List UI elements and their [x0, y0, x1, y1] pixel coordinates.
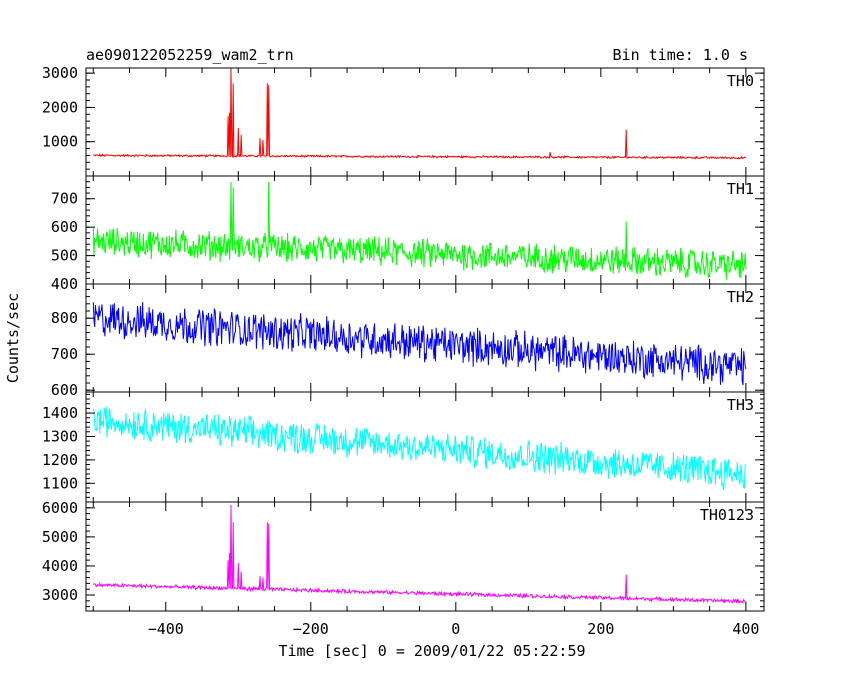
panel-th3: 1100 1200 1300 1400 TH3 — [42, 391, 765, 503]
x-tick-label: 400 — [732, 620, 759, 638]
y-axis-label: Counts/sec — [4, 293, 22, 383]
y-tick-label: 700 — [51, 345, 78, 363]
series-line-th0123 — [92, 504, 747, 604]
series-line-th1 — [92, 181, 747, 280]
y-tick-label: 2000 — [42, 98, 78, 116]
panel-frame — [85, 501, 765, 612]
panel-th0123: 3000 4000 5000 6000 TH0123 — [42, 499, 765, 612]
panel-label: TH0 — [727, 72, 754, 90]
panel-th1: 400 500 600 700 TH1 — [51, 175, 765, 293]
y-tick-label: 1200 — [42, 451, 78, 469]
series-line-th3 — [92, 406, 747, 490]
y-tick-label: 600 — [51, 218, 78, 236]
chart-subtitle: Bin time: 1.0 s — [613, 46, 748, 64]
y-tick-label: 700 — [51, 190, 78, 208]
panel-frame — [85, 67, 765, 177]
y-tick-label: 1300 — [42, 427, 78, 445]
chart-title: ae090122052259_wam2_trn — [86, 46, 294, 64]
y-tick-label: 5000 — [42, 528, 78, 546]
y-tick-label: 1000 — [42, 133, 78, 151]
y-tick-label: 600 — [51, 381, 78, 399]
x-axis-label: Time [sec] 0 = 2009/01/22 05:22:59 — [278, 642, 585, 660]
x-tick-label: 0 — [451, 620, 460, 638]
panel-label: TH2 — [727, 288, 754, 306]
y-tick-label: 800 — [51, 309, 78, 327]
x-tick-label: 200 — [587, 620, 614, 638]
y-tick-label: 400 — [51, 275, 78, 293]
y-tick-label: 1100 — [42, 474, 78, 492]
series-line-th2 — [92, 302, 747, 386]
x-axis: −400 −200 0 200 400 — [148, 620, 760, 638]
y-tick-label: 3000 — [42, 586, 78, 604]
y-tick-label: 500 — [51, 247, 78, 265]
panel-label: TH1 — [727, 180, 754, 198]
panel-label: TH3 — [727, 396, 754, 414]
y-tick-label: 1400 — [42, 404, 78, 422]
x-tick-label: −200 — [293, 620, 329, 638]
y-tick-label: 3000 — [42, 64, 78, 82]
y-tick-label: 6000 — [42, 499, 78, 517]
panel-th2: 600 700 800 TH2 — [51, 283, 765, 399]
series-line-th0 — [93, 67, 747, 160]
panel-label: TH0123 — [700, 506, 754, 524]
panel-frame — [85, 175, 765, 285]
panels-group: 1000 2000 3000 TH0 400 500 600 700 TH1 600 700 800 T… — [42, 64, 765, 612]
x-tick-label: −400 — [148, 620, 184, 638]
panel-th0: 1000 2000 3000 TH0 — [42, 64, 765, 177]
y-tick-label: 4000 — [42, 557, 78, 575]
